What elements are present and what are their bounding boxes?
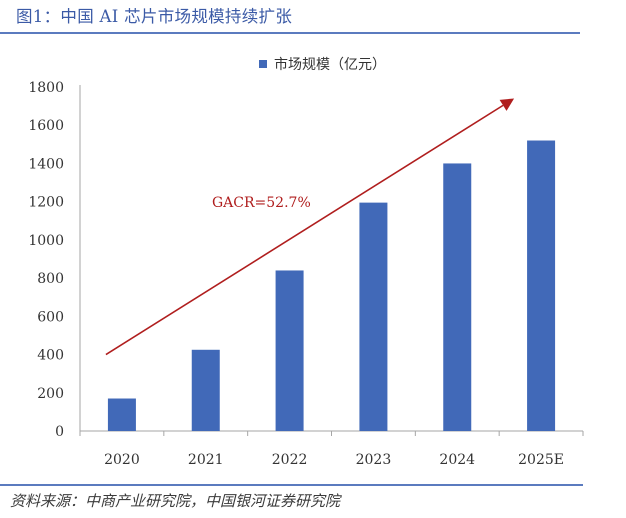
bar [191, 349, 220, 431]
y-tick-label: 600 [37, 309, 64, 325]
bar [275, 270, 304, 431]
y-axis: 0 200 400 600 800 1000 1200 1400 1600 1800 [28, 80, 81, 440]
growth-annotation: GACR=52.7% [212, 195, 311, 211]
y-tick-label: 0 [55, 424, 64, 440]
x-tick-label: 2020 [104, 452, 140, 468]
x-tick-label: 2024 [439, 452, 475, 468]
trend-arrow [105, 98, 515, 356]
y-tick-label: 400 [37, 348, 64, 364]
source-note: 资料来源：中商产业研究院，中国银河证券研究院 [10, 492, 341, 510]
trend-arrowhead [499, 98, 515, 111]
legend: 市场规模（亿元） [259, 56, 386, 73]
x-tick-label: 2022 [272, 452, 308, 468]
title-rule [0, 32, 580, 34]
y-tick-label: 200 [37, 386, 64, 402]
y-tick-label: 1400 [28, 156, 64, 172]
figure-title: 图1：中国 AI 芯片市场规模持续扩张 [16, 7, 293, 26]
y-tick-label: 1600 [28, 118, 64, 134]
bar [443, 163, 472, 431]
y-tick-label: 1000 [28, 233, 64, 249]
x-tick-label: 2021 [188, 452, 224, 468]
source-rule [0, 484, 583, 486]
bar [527, 140, 556, 431]
y-tick-label: 1200 [28, 195, 64, 211]
x-tick-label: 2023 [356, 452, 392, 468]
bar [107, 398, 136, 431]
y-tick-label: 800 [37, 271, 64, 287]
x-axis: 2020 2021 2022 2023 2024 2025E [79, 430, 584, 468]
x-tick-label: 2025E [518, 452, 564, 468]
bars [107, 140, 556, 431]
legend-label: 市场规模（亿元） [274, 56, 386, 73]
bar-chart: 市场规模（亿元） 0 200 400 600 800 1000 1200 1400 1600 18… [28, 56, 584, 468]
legend-swatch [259, 60, 267, 68]
bar [359, 202, 388, 431]
trend-line [105, 104, 504, 356]
y-tick-label: 1800 [28, 80, 64, 96]
